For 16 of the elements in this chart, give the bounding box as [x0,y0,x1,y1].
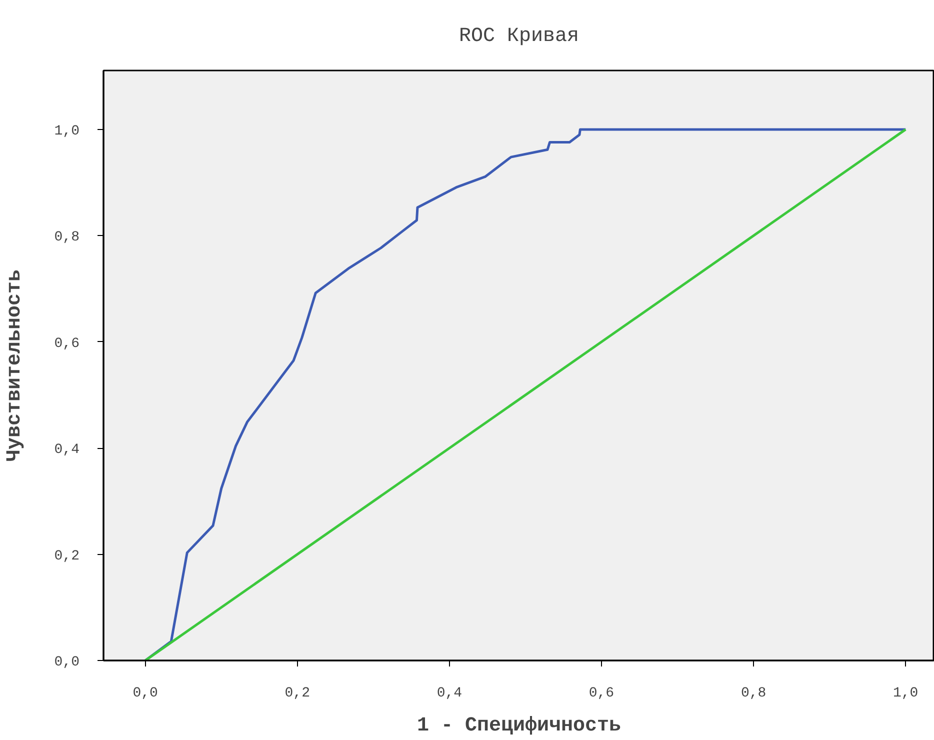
x-tick-label: 0,6 [588,686,614,702]
x-tick-label: 1,0 [893,686,918,702]
y-tick-label: 0,6 [54,336,80,352]
line-series [144,128,907,660]
x-tick-label: 0,0 [132,686,158,702]
x-tick-label: 0,4 [436,686,462,702]
y-tick-label: 0,2 [54,548,80,564]
chart-title: ROC Кривая [458,25,580,48]
x-tick-label: 0,2 [284,686,310,702]
y-axis-title: Чувствительность [3,269,26,462]
y-tick-label: 0,0 [54,654,80,670]
y-tick-label: 1,0 [54,123,80,140]
x-axis-title: 1 - Специфичность [416,714,622,738]
y-tick-label: 0,4 [54,442,80,458]
y-tick-label: 0,8 [54,230,80,246]
x-tick-label: 0,8 [740,686,766,702]
